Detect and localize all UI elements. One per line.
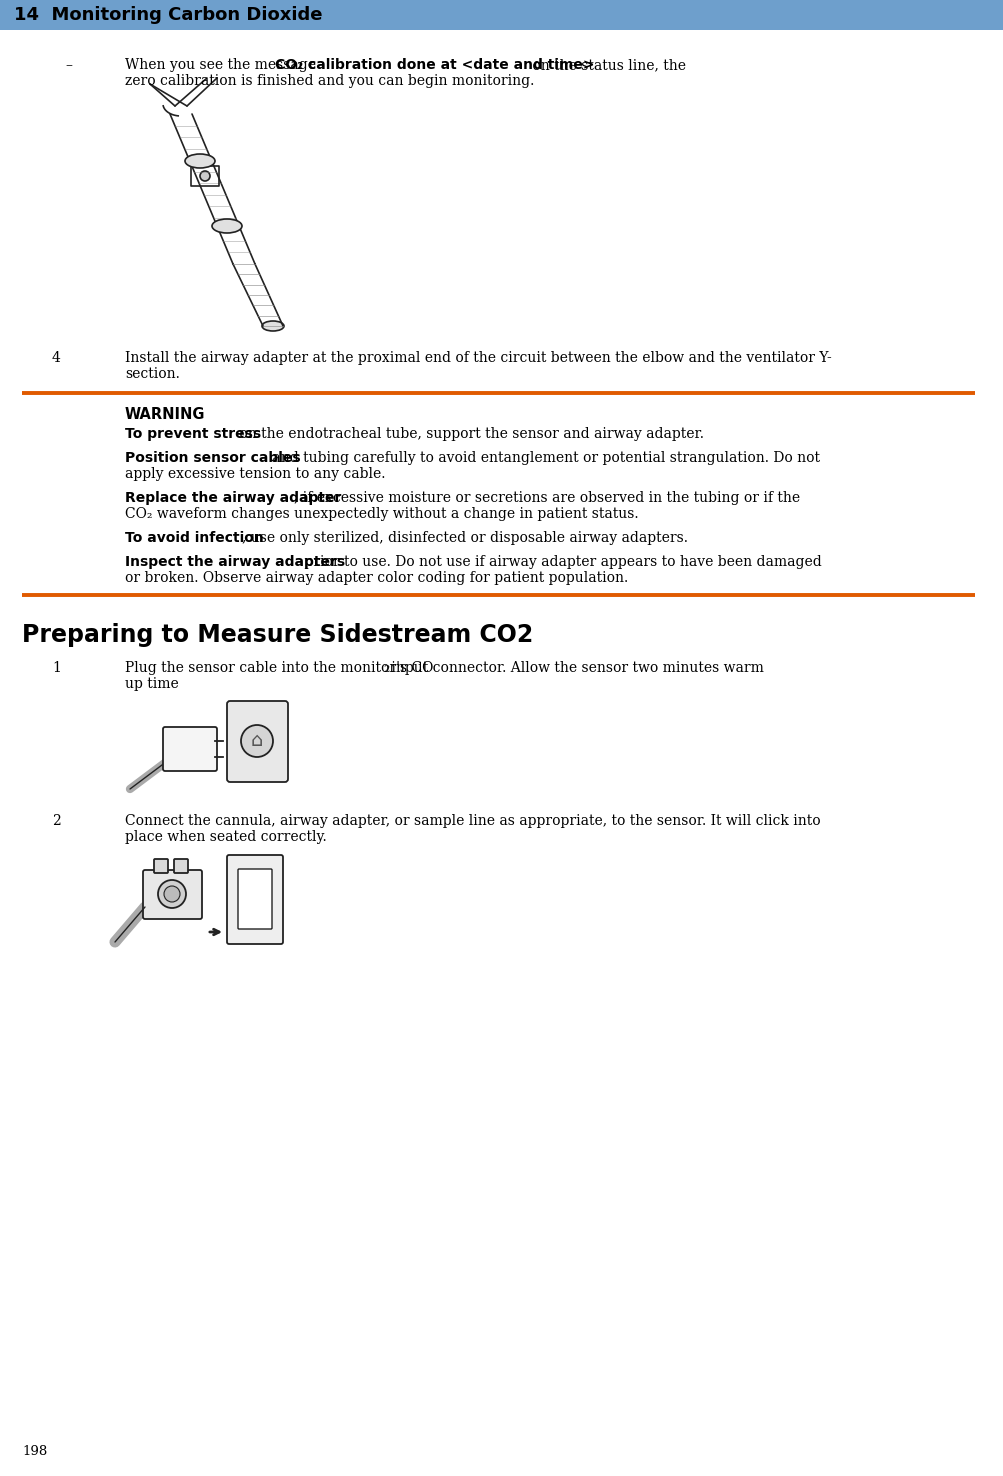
Ellipse shape [241,725,273,757]
Text: Connect the cannula, airway adapter, or sample line as appropriate, to the senso: Connect the cannula, airway adapter, or … [125,813,819,828]
FancyBboxPatch shape [142,869,202,920]
FancyBboxPatch shape [153,859,168,872]
Text: on the status line, the: on the status line, the [528,58,686,72]
FancyBboxPatch shape [174,859,188,872]
Text: Install the airway adapter at the proximal end of the circuit between the elbow : Install the airway adapter at the proxim… [125,351,830,365]
Text: 14  Monitoring Carbon Dioxide: 14 Monitoring Carbon Dioxide [14,6,322,24]
Text: 2: 2 [382,666,389,675]
Text: zero calibration is finished and you can begin monitoring.: zero calibration is finished and you can… [125,74,534,89]
Text: input connector. Allow the sensor two minutes warm: input connector. Allow the sensor two mi… [387,661,763,675]
FancyBboxPatch shape [238,869,272,928]
FancyBboxPatch shape [227,855,283,945]
Text: Position sensor cables: Position sensor cables [125,452,300,465]
Text: place when seated correctly.: place when seated correctly. [125,830,326,844]
Text: , use only sterilized, disinfected or disposable airway adapters.: , use only sterilized, disinfected or di… [242,531,687,545]
Text: Preparing to Measure Sidestream CO2: Preparing to Measure Sidestream CO2 [22,623,533,646]
Text: –: – [65,58,72,72]
Text: , if excessive moisture or secretions are observed in the tubing or if the: , if excessive moisture or secretions ar… [294,492,799,505]
Text: To prevent stress: To prevent stress [125,427,261,441]
Text: ⌂: ⌂ [251,732,263,750]
Ellipse shape [262,320,284,331]
Text: 1: 1 [52,661,61,675]
Text: Plug the sensor cable into the monitor's CO: Plug the sensor cable into the monitor's… [125,661,433,675]
Text: Replace the airway adapter: Replace the airway adapter [125,492,341,505]
Ellipse shape [212,218,242,233]
FancyBboxPatch shape [0,0,1003,30]
Text: on the endotracheal tube, support the sensor and airway adapter.: on the endotracheal tube, support the se… [236,427,704,441]
FancyBboxPatch shape [227,701,288,782]
Text: Inspect the airway adapters: Inspect the airway adapters [125,555,345,570]
Text: and tubing carefully to avoid entanglement or potential strangulation. Do not: and tubing carefully to avoid entangleme… [268,452,819,465]
Text: WARNING: WARNING [125,407,206,422]
Text: 198: 198 [22,1445,47,1458]
Text: CO₂ waveform changes unexpectedly without a change in patient status.: CO₂ waveform changes unexpectedly withou… [125,506,638,521]
Text: CO₂ calibration done at <date and time>: CO₂ calibration done at <date and time> [275,58,594,72]
Text: or broken. Observe airway adapter color coding for patient population.: or broken. Observe airway adapter color … [125,571,628,584]
Text: When you see the message: When you see the message [125,58,320,72]
Text: 4: 4 [52,351,61,365]
Text: 2: 2 [52,813,61,828]
Text: section.: section. [125,368,180,381]
Text: prior to use. Do not use if airway adapter appears to have been damaged: prior to use. Do not use if airway adapt… [300,555,821,570]
Ellipse shape [157,880,186,908]
Text: apply excessive tension to any cable.: apply excessive tension to any cable. [125,466,385,481]
Ellipse shape [185,154,215,168]
Text: up time: up time [125,677,179,691]
Ellipse shape [200,171,210,182]
Ellipse shape [163,886,180,902]
Text: To avoid infection: To avoid infection [125,531,264,545]
FancyBboxPatch shape [162,728,217,770]
